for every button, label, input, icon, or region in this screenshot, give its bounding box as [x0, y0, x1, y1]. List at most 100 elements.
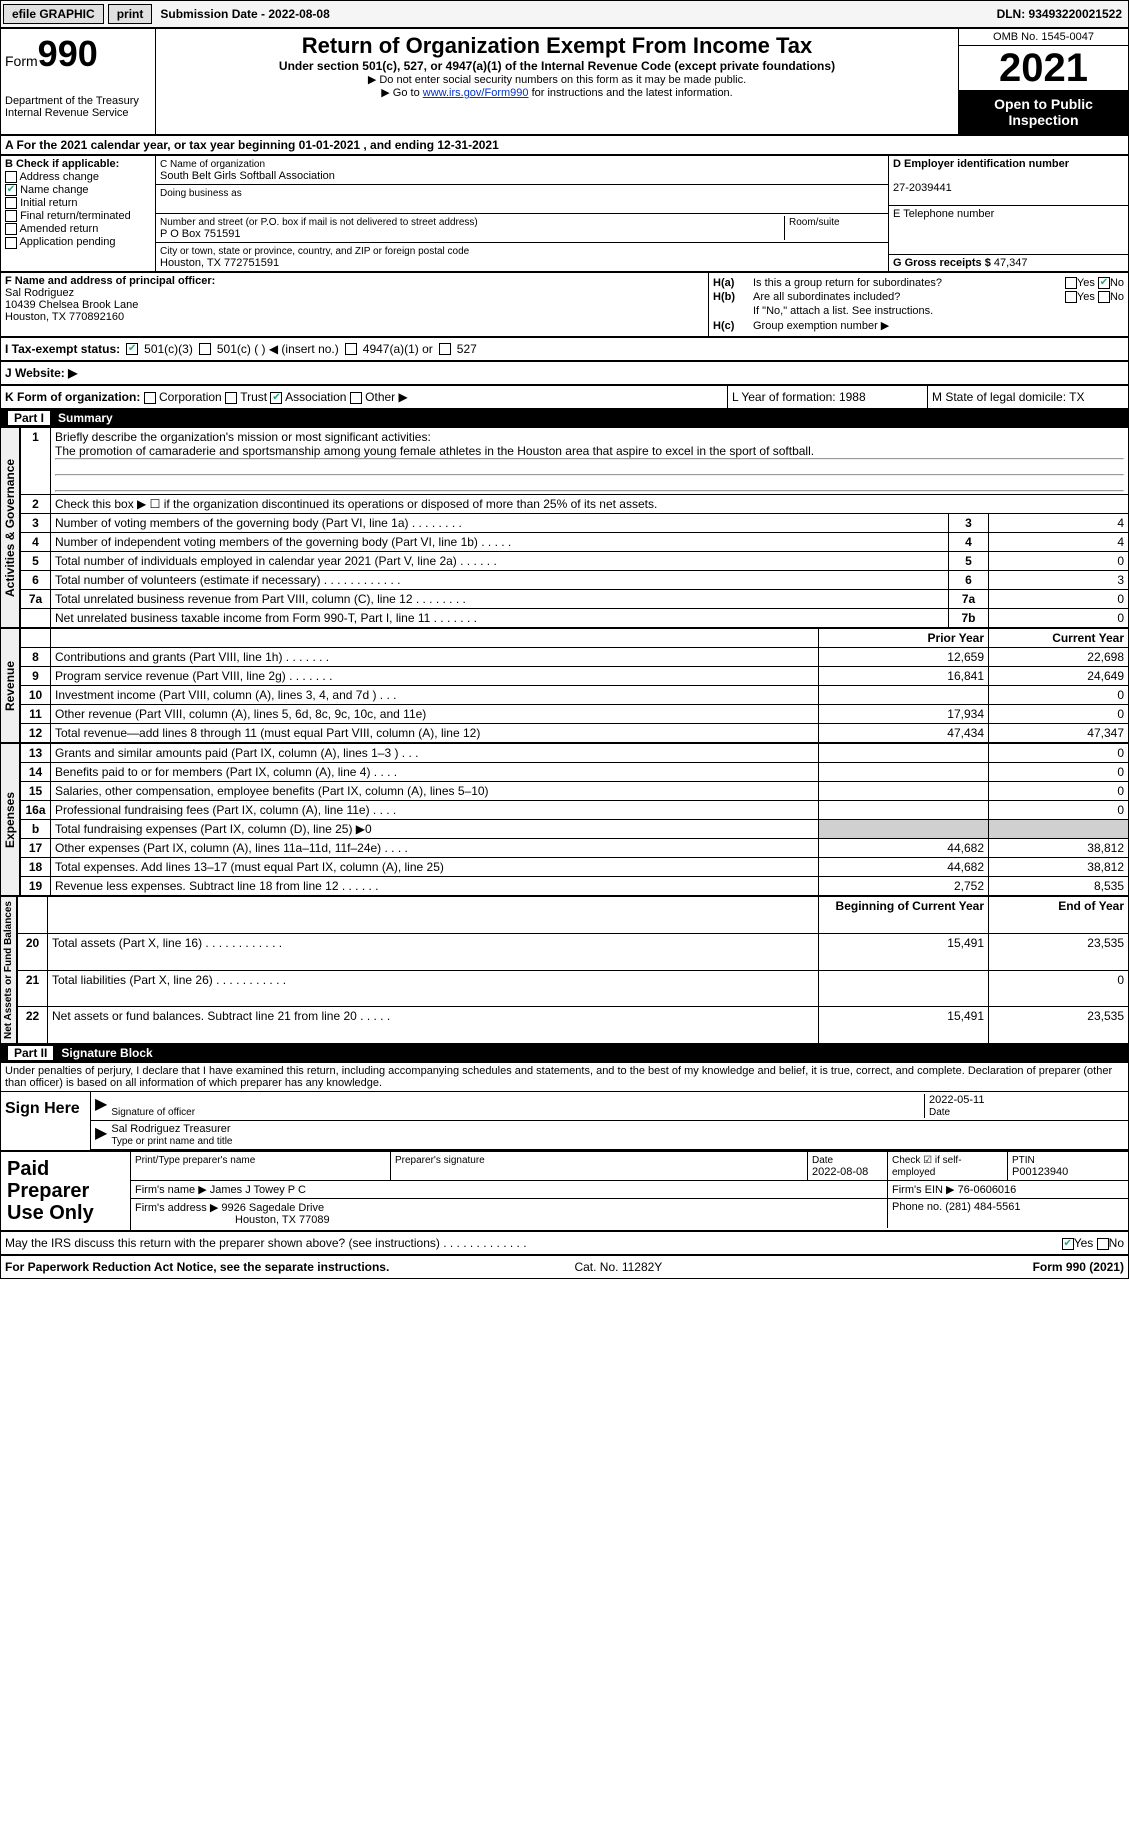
paid-label: Paid Preparer Use Only	[1, 1152, 131, 1230]
table-row: 13Grants and similar amounts paid (Part …	[21, 744, 1129, 763]
table-row: 19Revenue less expenses. Subtract line 1…	[21, 877, 1129, 896]
hc-text: Group exemption number ▶	[753, 319, 889, 332]
chk-initial[interactable]	[5, 197, 17, 209]
form-number: 990	[38, 33, 98, 74]
firm-addr1: 9926 Sagedale Drive	[221, 1202, 324, 1214]
table-row: bTotal fundraising expenses (Part IX, co…	[21, 820, 1129, 839]
chk-trust[interactable]	[225, 392, 237, 404]
row-i: I Tax-exempt status: 501(c)(3) 501(c) ( …	[0, 337, 1129, 361]
print-button[interactable]: print	[108, 4, 153, 24]
officer-printed: Sal Rodriguez Treasurer	[111, 1123, 230, 1135]
ha-yes[interactable]	[1065, 277, 1077, 289]
discuss-row: May the IRS discuss this return with the…	[0, 1231, 1129, 1255]
cat-no: Cat. No. 11282Y	[574, 1260, 662, 1274]
officer-addr1: 10439 Chelsea Brook Lane	[5, 299, 138, 311]
l-year: L Year of formation: 1988	[728, 386, 928, 408]
hb-text: Are all subordinates included?	[753, 291, 900, 303]
chk-assoc[interactable]	[270, 392, 282, 404]
table-row: 6Total number of volunteers (estimate if…	[21, 571, 1129, 590]
gross-value: 47,347	[994, 257, 1028, 269]
table-row: 4Number of independent voting members of…	[21, 533, 1129, 552]
form-header: Form990 Department of the Treasury Inter…	[0, 28, 1129, 135]
table-row: 12Total revenue—add lines 8 through 11 (…	[21, 724, 1129, 743]
table-row: 8Contributions and grants (Part VIII, li…	[21, 648, 1129, 667]
chk-501c3[interactable]	[126, 343, 138, 355]
gross-label: G Gross receipts $	[893, 257, 991, 269]
declaration: Under penalties of perjury, I declare th…	[1, 1063, 1128, 1092]
sign-here-label: Sign Here	[1, 1092, 91, 1150]
table-row: 3Number of voting members of the governi…	[21, 514, 1129, 533]
l2-text: Check this box ▶ ☐ if the organization d…	[51, 495, 1129, 514]
row-j: J Website: ▶	[0, 361, 1129, 385]
table-row: 18Total expenses. Add lines 13–17 (must …	[21, 858, 1129, 877]
irs-link[interactable]: www.irs.gov/Form990	[423, 87, 529, 99]
ein-label: D Employer identification number	[893, 158, 1069, 170]
room-label: Room/suite	[789, 217, 840, 228]
open-to-public: Open to Public Inspection	[959, 90, 1128, 134]
table-row: 9Program service revenue (Part VIII, lin…	[21, 667, 1129, 686]
firm-phone: (281) 484-5561	[945, 1201, 1020, 1213]
signature-block: Under penalties of perjury, I declare th…	[0, 1062, 1129, 1151]
vlabel-exp: Expenses	[0, 743, 20, 896]
hb-no[interactable]	[1098, 291, 1110, 303]
vlabel-ag: Activities & Governance	[0, 427, 20, 628]
self-employed: Check ☑ if self-employed	[892, 1155, 962, 1178]
table-row: 7aTotal unrelated business revenue from …	[21, 590, 1129, 609]
chk-corp[interactable]	[144, 392, 156, 404]
street-value: P O Box 751591	[160, 228, 241, 240]
table-row: 17Other expenses (Part IX, column (A), l…	[21, 839, 1129, 858]
officer-addr2: Houston, TX 770892160	[5, 311, 124, 323]
discuss-yes[interactable]	[1062, 1238, 1074, 1250]
c-name-label: C Name of organization	[160, 159, 265, 170]
table-ag: 1Briefly describe the organization's mis…	[20, 427, 1129, 628]
chk-4947[interactable]	[345, 343, 357, 355]
ptin: P00123940	[1012, 1166, 1068, 1178]
topbar: efile GRAPHIC print Submission Date - 20…	[0, 0, 1129, 28]
m-state: M State of legal domicile: TX	[928, 386, 1128, 408]
table-row: 20Total assets (Part X, line 16) . . . .…	[18, 933, 1129, 970]
hb-note: If "No," attach a list. See instructions…	[713, 305, 1124, 317]
arrow-icon: ▶	[95, 1123, 107, 1147]
efile-button[interactable]: efile GRAPHIC	[3, 4, 104, 24]
chk-other[interactable]	[350, 392, 362, 404]
form-label: Form	[5, 53, 38, 69]
chk-amended[interactable]	[5, 223, 17, 235]
dept-label: Department of the Treasury Internal Reve…	[5, 95, 151, 119]
table-row: 21Total liabilities (Part X, line 26) . …	[18, 970, 1129, 1007]
table-row: 11Other revenue (Part VIII, column (A), …	[21, 705, 1129, 724]
chk-final[interactable]	[5, 210, 17, 222]
omb-number: OMB No. 1545-0047	[959, 29, 1128, 46]
table-exp: 13Grants and similar amounts paid (Part …	[20, 743, 1129, 896]
hb-yes[interactable]	[1065, 291, 1077, 303]
city-label: City or town, state or province, country…	[160, 246, 469, 257]
prep-date: 2022-08-08	[812, 1166, 868, 1178]
b-header: B Check if applicable:	[5, 158, 119, 170]
paid-preparer: Paid Preparer Use Only Print/Type prepar…	[0, 1151, 1129, 1231]
chk-name[interactable]	[5, 184, 17, 196]
org-name: South Belt Girls Softball Association	[160, 170, 335, 182]
table-row: 14Benefits paid to or for members (Part …	[21, 763, 1129, 782]
f-label: F Name and address of principal officer:	[5, 275, 215, 287]
chk-address[interactable]	[5, 171, 17, 183]
submission-date: Submission Date - 2022-08-08	[154, 7, 335, 21]
vlabel-na: Net Assets or Fund Balances	[0, 896, 17, 1044]
form-title: Return of Organization Exempt From Incom…	[164, 33, 950, 59]
ein-value: 27-2039441	[893, 182, 952, 194]
discuss-no[interactable]	[1097, 1238, 1109, 1250]
chk-pending[interactable]	[5, 237, 17, 249]
city-value: Houston, TX 772751591	[160, 257, 279, 269]
ha-no[interactable]	[1098, 277, 1110, 289]
firm-ein: 76-0606016	[958, 1184, 1017, 1196]
tel-label: E Telephone number	[893, 208, 994, 220]
dln: DLN: 93493220021522	[997, 7, 1128, 21]
sig-date: 2022-05-11	[929, 1094, 984, 1106]
arrow-icon: ▶	[95, 1094, 107, 1118]
row-kl: K Form of organization: Corporation Trus…	[0, 385, 1129, 409]
footer: For Paperwork Reduction Act Notice, see …	[0, 1255, 1129, 1279]
chk-501c[interactable]	[199, 343, 211, 355]
tax-year: 2021	[959, 46, 1128, 90]
dba-label: Doing business as	[160, 188, 242, 199]
chk-527[interactable]	[439, 343, 451, 355]
l1-value: The promotion of camaraderie and sportsm…	[55, 444, 814, 458]
section-fh: F Name and address of principal officer:…	[0, 272, 1129, 337]
